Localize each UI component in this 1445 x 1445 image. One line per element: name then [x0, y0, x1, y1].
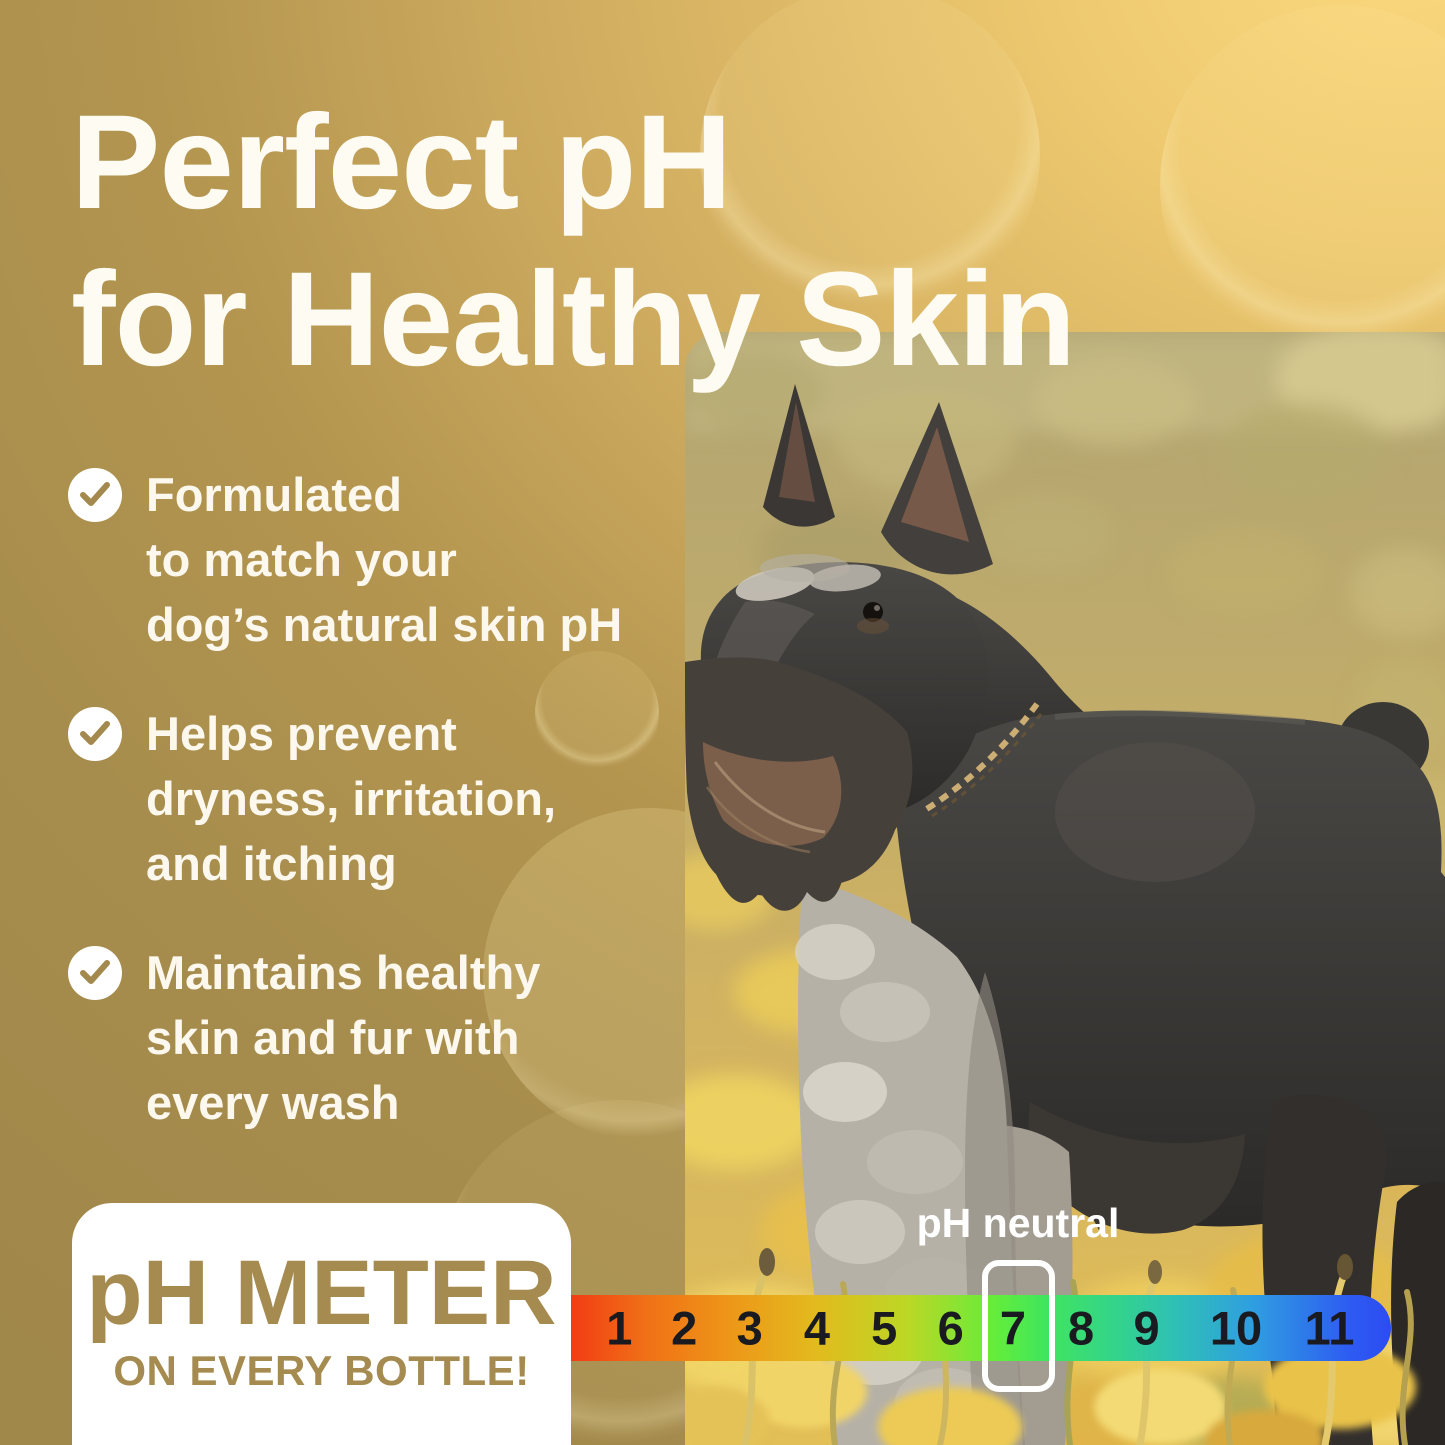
ph-tick-11: 11 [1304, 1301, 1355, 1355]
ph-tick-5: 5 [871, 1301, 898, 1355]
benefit-text: Formulated to match your dog’s natural s… [146, 462, 622, 657]
benefit-line: Formulated [146, 468, 402, 521]
list-item: Maintains healthy skin and fur with ever… [68, 940, 668, 1135]
badge-heading: pH METER [86, 1242, 557, 1344]
benefit-line: skin and fur with [146, 1011, 520, 1064]
ph-meter-badge-card: pH METER ON EVERY BOTTLE! [72, 1203, 571, 1445]
ph-scale-bar: 1 2 3 4 5 6 7 8 9 10 11 [571, 1295, 1391, 1361]
ph-neutral-highlight-box [982, 1260, 1055, 1392]
ph-tick-1: 1 [606, 1301, 633, 1355]
benefit-line: Maintains healthy [146, 946, 541, 999]
ph-tick-7: 7 [999, 1301, 1027, 1355]
ph-tick-6: 6 [937, 1301, 964, 1355]
schnauzer-dog-illustration [685, 332, 1445, 1445]
title-line-2: for Healthy Skin [71, 245, 1076, 394]
benefit-line: and itching [146, 837, 397, 890]
list-item: Helps prevent dryness, irritation, and i… [68, 701, 668, 896]
ph-tick-10: 10 [1209, 1301, 1263, 1355]
badge-subheading: ON EVERY BOTTLE! [113, 1347, 530, 1394]
ph-neutral-label: pH neutral [916, 1200, 1120, 1246]
ph-tick-9: 9 [1133, 1301, 1160, 1355]
title-line-1: Perfect pH [71, 88, 732, 237]
ph-tick-4: 4 [803, 1301, 831, 1355]
ph-tick-8: 8 [1067, 1301, 1095, 1355]
checkmark-icon [68, 946, 122, 1000]
checkmark-icon [68, 468, 122, 522]
dog-photo [685, 332, 1445, 1445]
benefit-line: to match your [146, 533, 457, 586]
benefit-line: dryness, irritation, [146, 772, 557, 825]
page-title: Perfect pH for Healthy Skin [71, 84, 1076, 398]
benefit-line: every wash [146, 1076, 400, 1129]
benefit-line: dog’s natural skin pH [146, 598, 623, 651]
checkmark-icon [68, 707, 122, 761]
ph-tick-3: 3 [736, 1301, 763, 1355]
benefit-list: Formulated to match your dog’s natural s… [68, 462, 668, 1179]
benefit-line: Helps prevent [146, 707, 457, 760]
benefit-text: Maintains healthy skin and fur with ever… [146, 940, 540, 1135]
list-item: Formulated to match your dog’s natural s… [68, 462, 668, 657]
ph-tick-2: 2 [671, 1301, 698, 1355]
benefit-text: Helps prevent dryness, irritation, and i… [146, 701, 556, 896]
